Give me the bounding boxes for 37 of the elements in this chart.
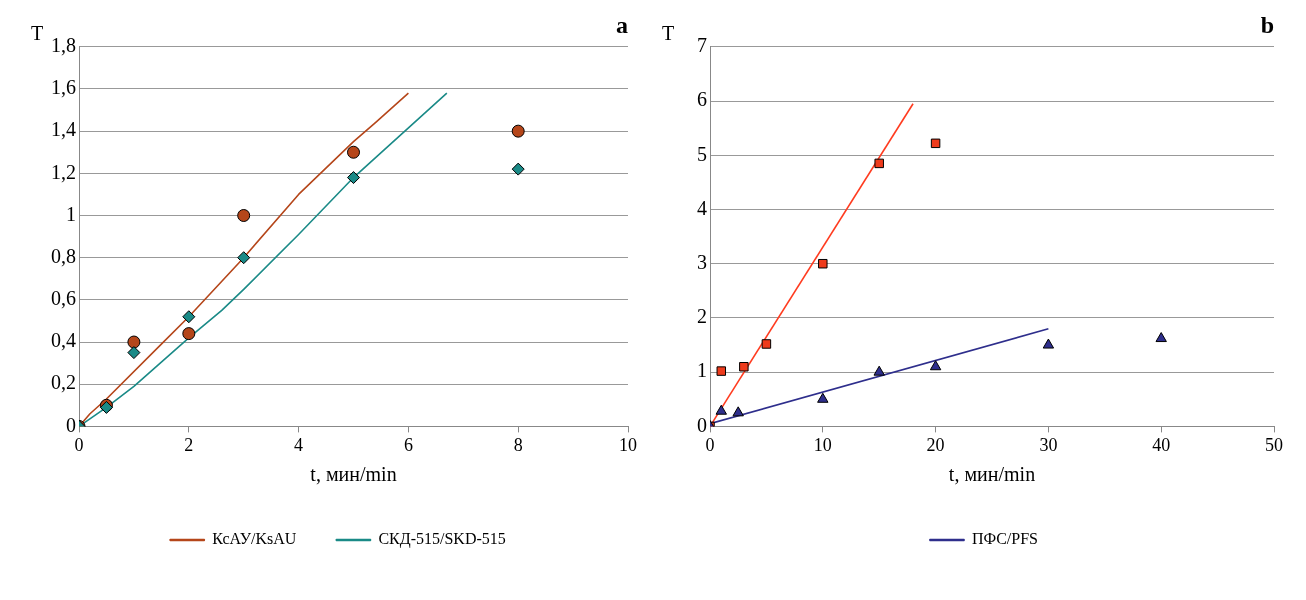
- y-tick-label: 0,6: [51, 287, 76, 310]
- y-tick-label: 1: [697, 359, 707, 382]
- y-tick-label: 5: [697, 142, 707, 165]
- x-tick-label: 20: [926, 434, 945, 455]
- y-tick-label: 1: [66, 202, 76, 225]
- y-tick-label: 7: [697, 34, 707, 57]
- x-tick-label: 50: [1265, 434, 1283, 455]
- y-tick-label: 3: [697, 250, 707, 273]
- x-axis-title: t, мин/min: [948, 463, 1036, 486]
- x-tick-label: 8: [513, 434, 523, 455]
- chart-title: a: [616, 11, 628, 38]
- x-tick-label: 40: [1152, 434, 1171, 455]
- legend-label: СКД-515/SKD-515: [378, 530, 506, 549]
- y-tick-label: 1,8: [51, 34, 76, 57]
- x-tick-label: 10: [813, 434, 832, 455]
- y-tick-label: 6: [697, 88, 707, 111]
- y-axis-title: T: [662, 22, 675, 45]
- y-tick-label: 0: [697, 413, 707, 436]
- x-tick-label: 6: [403, 434, 413, 455]
- y-tick-label: 4: [697, 196, 707, 219]
- y-tick-label: 0,8: [51, 244, 76, 267]
- y-tick-label: 2: [697, 305, 707, 328]
- x-tick-label: 4: [294, 434, 304, 455]
- x-tick-label: 2: [184, 434, 194, 455]
- x-axis-title: t, мин/min: [310, 463, 397, 486]
- legend-label: КсАУ/KsAU: [212, 530, 297, 548]
- y-tick-label: 1,6: [51, 76, 76, 99]
- chart-title: b: [1260, 11, 1274, 38]
- y-axis-title: T: [31, 22, 44, 45]
- y-tick-label: 0,2: [51, 371, 76, 394]
- x-tick-label: 10: [619, 434, 637, 455]
- y-tick-label: 1,2: [51, 160, 76, 183]
- y-tick-label: 0: [66, 413, 76, 436]
- y-tick-label: 0,4: [51, 329, 76, 352]
- y-tick-label: 1,4: [51, 118, 76, 141]
- x-tick-label: 30: [1039, 434, 1058, 455]
- legend-label: ПФС/PFS: [972, 530, 1039, 548]
